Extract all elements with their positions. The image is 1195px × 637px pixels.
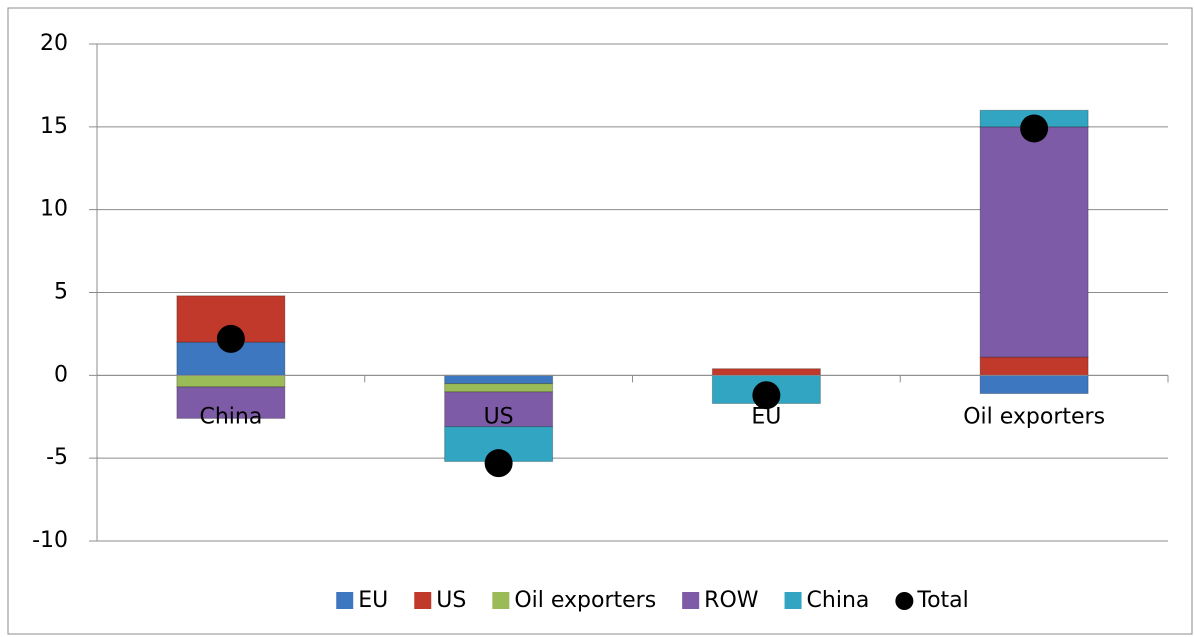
- y-tick-label: 0: [54, 362, 68, 387]
- legend-label: Oil exporters: [514, 588, 656, 613]
- legend: EU US Oil exporters ROW China Total: [336, 588, 969, 613]
- y-tick-label: 10: [40, 197, 68, 222]
- legend-marker: [682, 592, 700, 609]
- y-tick-label: -5: [46, 445, 68, 470]
- bar-segment: [444, 391, 554, 428]
- x-tick-label: Oil exporters: [963, 404, 1105, 429]
- legend-marker: [895, 592, 914, 610]
- bar-segment: [979, 356, 1089, 376]
- legend-marker: [784, 592, 802, 609]
- y-tick-label: -10: [32, 528, 68, 553]
- bar-segment: [444, 383, 554, 393]
- y-tick-label: 20: [40, 31, 68, 56]
- legend-label: EU: [358, 588, 388, 613]
- legend-label: Total: [916, 588, 968, 613]
- bar-segment: [176, 374, 286, 388]
- legend-marker: [336, 592, 354, 609]
- y-tick-label: 15: [40, 114, 68, 139]
- total-marker: [484, 449, 513, 478]
- legend-marker: [414, 592, 432, 609]
- bar-segment: [979, 374, 1089, 395]
- bar-segment: [979, 126, 1089, 358]
- total-marker: [216, 324, 245, 353]
- x-tick-label: China: [199, 404, 262, 429]
- legend-marker: [492, 592, 510, 609]
- bar-segment: [176, 386, 286, 419]
- y-tick-label: 5: [54, 280, 68, 305]
- total-marker: [1020, 114, 1049, 143]
- bar-segment: [444, 374, 554, 385]
- total-marker: [752, 381, 781, 410]
- legend-label: China: [807, 588, 870, 613]
- legend-label: ROW: [704, 588, 759, 613]
- x-tick-label: US: [484, 404, 514, 429]
- bar-segment: [711, 368, 821, 376]
- legend-label: US: [436, 588, 466, 613]
